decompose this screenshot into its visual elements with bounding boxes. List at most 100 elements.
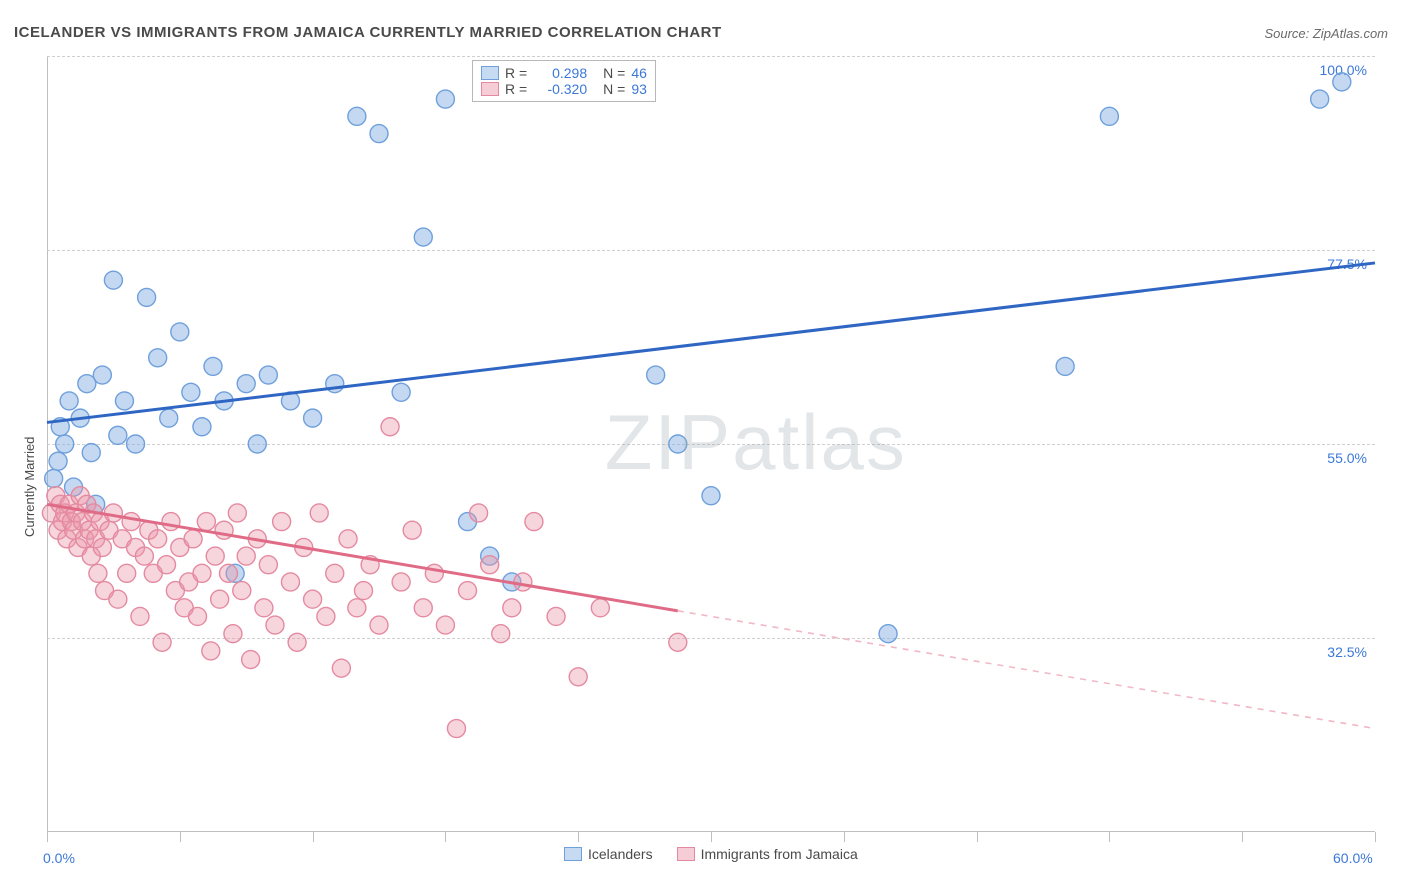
scatter-point [370, 616, 388, 634]
scatter-point [879, 625, 897, 643]
scatter-point [339, 530, 357, 548]
scatter-point [259, 366, 277, 384]
trend-line-extrapolated [678, 611, 1375, 729]
series-legend: Icelanders Immigrants from Jamaica [564, 846, 858, 862]
scatter-point [233, 582, 251, 600]
scatter-point [56, 435, 74, 453]
scatter-point [255, 599, 273, 617]
scatter-point [237, 547, 255, 565]
scatter-point [171, 323, 189, 341]
scatter-point [211, 590, 229, 608]
scatter-point [158, 556, 176, 574]
scatter-point [193, 418, 211, 436]
scatter-point [355, 582, 373, 600]
scatter-point [242, 651, 260, 669]
scatter-point [547, 607, 565, 625]
trend-line [47, 263, 1375, 423]
scatter-point [281, 573, 299, 591]
scatter-point [310, 504, 328, 522]
scatter-point [237, 375, 255, 393]
scatter-point [414, 228, 432, 246]
scatter-point [93, 538, 111, 556]
series-legend-item: Icelanders [564, 846, 653, 862]
scatter-point [669, 435, 687, 453]
scatter-point [149, 349, 167, 367]
scatter-point [162, 513, 180, 531]
scatter-point [266, 616, 284, 634]
scatter-point [1100, 107, 1118, 125]
scatter-point [45, 469, 63, 487]
correlation-legend: R =0.298N =46R =-0.320N =93 [472, 60, 656, 102]
scatter-point [348, 107, 366, 125]
scatter-point [414, 599, 432, 617]
scatter-point [392, 573, 410, 591]
scatter-point [326, 564, 344, 582]
scatter-point [403, 521, 421, 539]
scatter-point [425, 564, 443, 582]
scatter-point [149, 530, 167, 548]
scatter-point [104, 271, 122, 289]
scatter-point [647, 366, 665, 384]
scatter-point [138, 288, 156, 306]
correlation-legend-row: R =0.298N =46 [481, 65, 647, 81]
scatter-point [591, 599, 609, 617]
scatter-point [304, 409, 322, 427]
scatter-point [49, 452, 67, 470]
scatter-point [248, 435, 266, 453]
correlation-legend-row: R =-0.320N =93 [481, 81, 647, 97]
scatter-point [109, 590, 127, 608]
scatter-point [304, 590, 322, 608]
scatter-point [332, 659, 350, 677]
scatter-point [109, 426, 127, 444]
chart-svg [0, 0, 1406, 892]
scatter-point [503, 599, 521, 617]
scatter-point [273, 513, 291, 531]
scatter-point [219, 564, 237, 582]
scatter-point [459, 582, 477, 600]
scatter-point [202, 642, 220, 660]
scatter-point [370, 125, 388, 143]
scatter-point [481, 556, 499, 574]
scatter-point [348, 599, 366, 617]
scatter-point [118, 564, 136, 582]
scatter-point [702, 487, 720, 505]
scatter-point [514, 573, 532, 591]
scatter-point [182, 383, 200, 401]
scatter-point [89, 564, 107, 582]
scatter-point [470, 504, 488, 522]
scatter-point [436, 616, 454, 634]
legend-swatch [564, 847, 582, 861]
scatter-point [228, 504, 246, 522]
scatter-point [317, 607, 335, 625]
scatter-point [1056, 357, 1074, 375]
scatter-point [135, 547, 153, 565]
scatter-point [193, 564, 211, 582]
series-legend-label: Icelanders [588, 846, 653, 862]
scatter-point [184, 530, 202, 548]
scatter-point [127, 435, 145, 453]
scatter-point [288, 633, 306, 651]
scatter-point [189, 607, 207, 625]
scatter-point [224, 625, 242, 643]
scatter-point [1333, 73, 1351, 91]
scatter-point [160, 409, 178, 427]
scatter-point [104, 504, 122, 522]
scatter-point [206, 547, 224, 565]
scatter-point [569, 668, 587, 686]
scatter-point [436, 90, 454, 108]
scatter-point [392, 383, 410, 401]
scatter-point [122, 513, 140, 531]
scatter-point [115, 392, 133, 410]
scatter-point [197, 513, 215, 531]
scatter-point [492, 625, 510, 643]
series-legend-item: Immigrants from Jamaica [677, 846, 858, 862]
scatter-point [381, 418, 399, 436]
scatter-point [525, 513, 543, 531]
scatter-point [82, 444, 100, 462]
legend-swatch [481, 82, 499, 96]
scatter-point [1311, 90, 1329, 108]
legend-swatch [677, 847, 695, 861]
scatter-point [153, 633, 171, 651]
scatter-point [60, 392, 78, 410]
scatter-point [447, 720, 465, 738]
